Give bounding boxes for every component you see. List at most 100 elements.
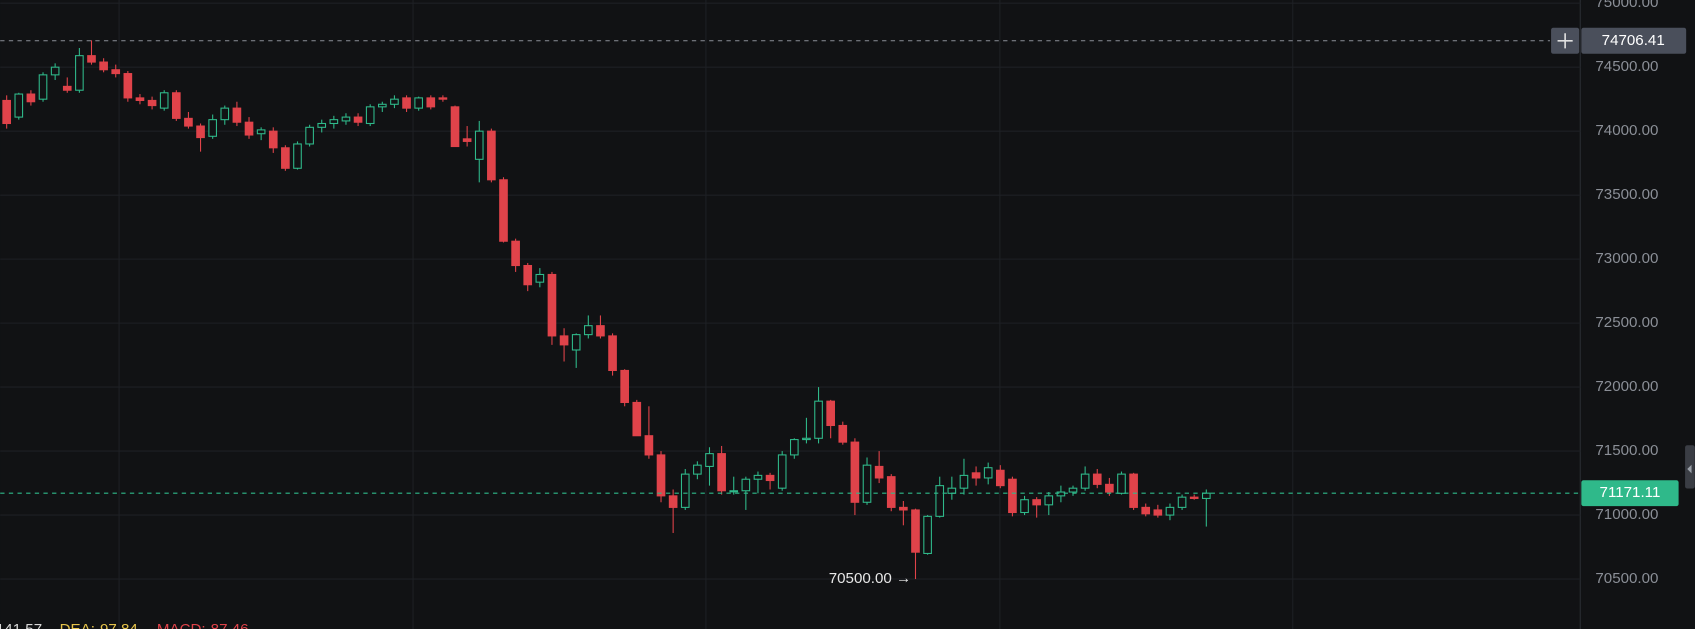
candle-body: [474, 130, 484, 160]
candle-body: [232, 107, 242, 123]
y-tick-label: 74000.00: [1595, 122, 1658, 139]
candle-body: [1105, 483, 1114, 493]
y-tick-label: 74500.00: [1595, 58, 1658, 75]
candle-body: [256, 129, 266, 135]
candle-body: [547, 273, 557, 337]
candle-body: [159, 92, 169, 109]
candle-body: [874, 465, 884, 479]
candle-body: [377, 103, 387, 108]
y-tick-label: 72000.00: [1595, 378, 1658, 395]
candle-body: [583, 325, 593, 336]
y-tick-label: 71500.00: [1595, 442, 1658, 459]
candle-body: [789, 439, 799, 456]
grid: 70500.00 71000.00 71500.00 72000.00 72500.00…: [0, 0, 1658, 587]
y-tick-label: 73000.00: [1595, 250, 1658, 267]
overlay: 70500.00 → 71171.11 74706.41 141.57 DEA:-97.…: [0, 27, 1687, 629]
candles: [2, 40, 1211, 580]
indicator-label: 141.57: [0, 621, 42, 629]
vertical-grid: [118, 0, 1294, 629]
candle-body: [317, 122, 327, 128]
candle-body: [632, 401, 642, 437]
candle-body: [717, 453, 726, 492]
candle-body: [838, 424, 848, 443]
candle-body: [729, 490, 739, 493]
candle-body: [305, 126, 314, 145]
candle-body: [99, 61, 108, 71]
candle-body: [814, 400, 823, 439]
candle-body: [693, 464, 702, 475]
candle-body: [123, 73, 133, 99]
candle-body: [899, 506, 908, 511]
candle-body: [777, 454, 787, 489]
y-tick-label: 73500.00: [1595, 186, 1658, 203]
candle-body: [208, 119, 217, 137]
indicator-label: MACD:-87.46: [157, 621, 249, 629]
candle-body: [390, 98, 399, 105]
y-tick-label: 71000.00: [1595, 506, 1658, 523]
candle-body: [1020, 499, 1029, 514]
candle-body: [1165, 506, 1175, 516]
candle-body: [414, 97, 423, 109]
y-tick-label: 75000.00: [1595, 0, 1658, 11]
handle-arrow: [1687, 464, 1692, 474]
candle-body: [184, 117, 193, 127]
candle-body: [462, 138, 472, 142]
candle-body: [656, 454, 666, 497]
crosshair-price-label: 74706.41: [1602, 32, 1665, 49]
candle-body: [535, 273, 545, 283]
candle-body: [147, 99, 157, 107]
candle-body: [14, 93, 24, 118]
candle-body: [171, 92, 181, 119]
candle-body: [1032, 499, 1041, 506]
last-price-label: 71171.11: [1600, 484, 1661, 501]
candle-body: [220, 107, 230, 121]
candle-body: [1044, 495, 1054, 506]
candle-body: [1092, 473, 1102, 485]
candle-body: [596, 325, 605, 337]
candle-body: [62, 85, 72, 91]
candle-body: [38, 74, 48, 100]
candle-body: [959, 474, 969, 489]
candle-body: [935, 485, 945, 517]
candle-body: [995, 469, 1005, 487]
candle-body: [668, 495, 678, 508]
candle-body: [911, 509, 920, 553]
candle-body: [1056, 491, 1066, 497]
low-marker-label: 70500.00 →: [829, 570, 911, 587]
candle-body: [402, 97, 411, 109]
candle-body: [620, 369, 629, 403]
candle-body: [850, 441, 860, 503]
candle-body: [1153, 509, 1163, 516]
candle-body: [1008, 478, 1017, 514]
candle-body: [971, 472, 981, 479]
candle-body: [111, 69, 121, 75]
candle-body: [75, 55, 84, 91]
indicator-label: DEA:-97.84: [60, 621, 138, 629]
candle-body: [1141, 506, 1151, 515]
candle-body: [426, 97, 436, 108]
candle-body: [765, 474, 775, 482]
candle-body: [1201, 492, 1211, 499]
candle-body: [826, 400, 835, 427]
candle-body: [1129, 473, 1138, 508]
candle-body: [281, 147, 290, 169]
candle-body: [341, 116, 351, 122]
candle-body: [559, 335, 569, 346]
candle-body: [487, 130, 496, 181]
last-price-box: [1581, 480, 1679, 507]
candle-body: [293, 143, 302, 169]
candle-body: [365, 106, 375, 125]
candle-body: [26, 93, 36, 103]
candle-body: [983, 467, 993, 479]
y-tick-label: 72500.00: [1595, 314, 1658, 331]
candle-body: [802, 437, 811, 441]
candle-body: [50, 66, 60, 76]
y-tick-label: 70500.00: [1595, 570, 1658, 587]
candle-body: [1080, 473, 1090, 489]
candle-body: [268, 130, 278, 149]
candle-body: [1177, 496, 1187, 508]
candle-body: [329, 119, 339, 125]
candle-body: [438, 97, 448, 100]
candle-body: [1068, 487, 1078, 493]
